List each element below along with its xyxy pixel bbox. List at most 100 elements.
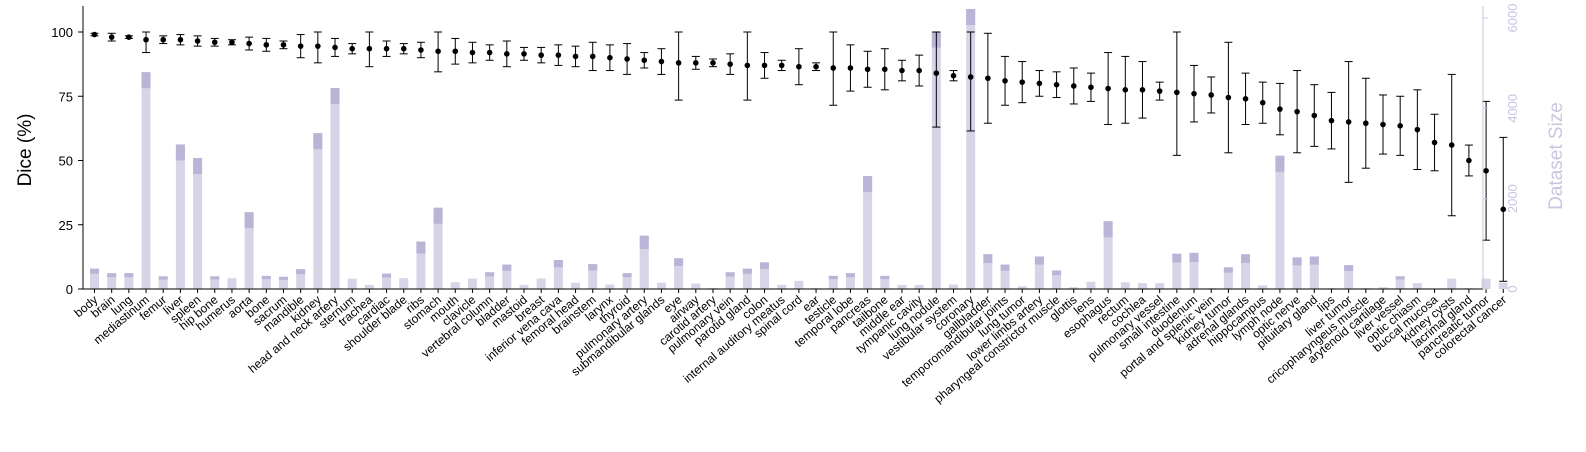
dataset-size-bar-cap	[966, 8, 976, 25]
dice-mean-point	[1483, 167, 1489, 174]
right-y-tick-label: 0	[1505, 285, 1520, 292]
dataset-size-bar	[949, 284, 958, 289]
left-y-tick-label: 25	[59, 218, 73, 233]
dataset-size-bar-cap	[588, 264, 598, 271]
dataset-size-bar	[193, 158, 203, 289]
dataset-size-bar	[467, 278, 477, 289]
dataset-size-bar	[1172, 253, 1182, 289]
dataset-size-bar-cap	[674, 258, 684, 266]
dice-mean-point	[607, 54, 613, 61]
dice-mean-point	[727, 61, 733, 67]
dataset-size-bar-cap	[1103, 221, 1113, 238]
dice-mean-point	[899, 67, 905, 74]
dataset-size-bar	[1481, 278, 1491, 289]
dataset-size-bar-cap	[296, 269, 306, 275]
dice-mean-point	[555, 52, 562, 58]
dataset-size-bar-cap	[760, 262, 770, 270]
dice-mean-point	[143, 36, 149, 43]
dice-mean-point	[1174, 89, 1180, 96]
dice-mean-point	[589, 53, 596, 60]
dataset-size-bar	[1378, 287, 1388, 289]
dataset-size-bar-cap	[158, 276, 168, 280]
dice-mean-point	[349, 45, 356, 52]
dataset-size-bar-cap	[1172, 253, 1182, 263]
dataset-size-bar	[1000, 264, 1010, 289]
dice-mean-point	[160, 36, 167, 43]
dataset-size-bar	[1395, 276, 1405, 289]
dice-mean-point	[1002, 78, 1008, 84]
dataset-size-bar	[1086, 281, 1096, 289]
dataset-size-bar	[1103, 221, 1113, 289]
dice-mean-point	[91, 31, 98, 38]
dice-mean-point	[211, 39, 218, 46]
dice-mean-point	[1053, 81, 1060, 88]
dataset-size-bar-cap	[141, 72, 151, 89]
dataset-size-bar	[261, 275, 271, 289]
dataset-size-bar-cap	[1395, 276, 1405, 280]
dataset-size-bar	[674, 258, 684, 289]
dataset-size-bar-cap	[210, 276, 220, 280]
dataset-size-bar-cap	[433, 207, 443, 224]
dice-mean-point	[229, 39, 235, 46]
dice-mean-point	[1225, 94, 1232, 101]
dataset-size-bar	[347, 278, 357, 289]
dice-mean-point	[280, 42, 287, 48]
dice-mean-point	[315, 43, 321, 49]
dataset-size-bar-cap	[502, 264, 512, 271]
dice-mean-point	[1294, 108, 1300, 115]
dice-mean-point	[1311, 112, 1318, 119]
dataset-size-bar	[1223, 267, 1233, 289]
dice-mean-point	[400, 45, 407, 52]
dice-mean-point	[486, 49, 493, 56]
axes	[82, 6, 1484, 290]
dice-mean-point	[813, 63, 819, 70]
left-y-tick-label: 0	[66, 282, 73, 297]
dice-mean-point	[263, 42, 270, 48]
dice-mean-point	[881, 66, 888, 73]
dice-mean-point	[624, 56, 630, 62]
dice-mean-point	[469, 49, 476, 56]
dataset-size-bar	[1189, 252, 1199, 289]
left-y-tick-label: 100	[51, 25, 73, 40]
tick-labels: 0 25 50 75 100 0 2000 4000 6000	[51, 4, 1520, 297]
dice-mean-point	[452, 48, 459, 55]
dataset-size-bar-cap	[261, 275, 271, 280]
dice-mean-point	[761, 62, 768, 69]
dataset-size-bar	[313, 133, 323, 289]
dataset-size-bar-cap	[1052, 270, 1062, 276]
dataset-size-bar-cap	[725, 272, 735, 277]
dataset-size-bar-cap	[90, 268, 99, 274]
dataset-size-bar-cap	[1189, 252, 1199, 262]
dataset-size-bars	[90, 8, 1508, 290]
dice-mean-point	[1363, 120, 1369, 127]
dice-mean-point	[641, 57, 648, 64]
dice-mean-point	[847, 65, 854, 71]
dice-mean-point	[675, 60, 682, 66]
dataset-size-bar	[1069, 287, 1079, 289]
dataset-size-bar-cap	[639, 235, 649, 250]
right-y-tick-label: 6000	[1505, 4, 1520, 33]
dataset-size-bar-cap	[124, 273, 134, 278]
dataset-size-bar	[639, 235, 649, 289]
dataset-size-bar-cap	[845, 273, 855, 278]
dice-mean-point	[1380, 121, 1386, 128]
dice-mean-point	[538, 52, 544, 58]
dice-mean-point	[1036, 80, 1043, 87]
dataset-size-bar	[1292, 257, 1302, 289]
dataset-size-bar	[760, 262, 770, 289]
dataset-size-bar	[571, 282, 581, 289]
dice-mean-point	[796, 63, 802, 70]
dice-mean-point	[1328, 117, 1335, 124]
dice-mean-point	[1191, 90, 1197, 97]
dataset-size-bar	[656, 282, 666, 289]
dataset-size-bar	[1120, 282, 1130, 289]
dice-mean-point	[950, 72, 957, 79]
dataset-size-bar-cap	[828, 275, 838, 280]
dataset-size-bar-cap	[553, 260, 563, 268]
dice-mean-point	[194, 38, 201, 44]
dice-mean-point	[1277, 106, 1283, 112]
dice-mean-point	[366, 45, 373, 52]
dice-mean-point	[985, 75, 991, 82]
dice-mean-point	[246, 40, 252, 47]
